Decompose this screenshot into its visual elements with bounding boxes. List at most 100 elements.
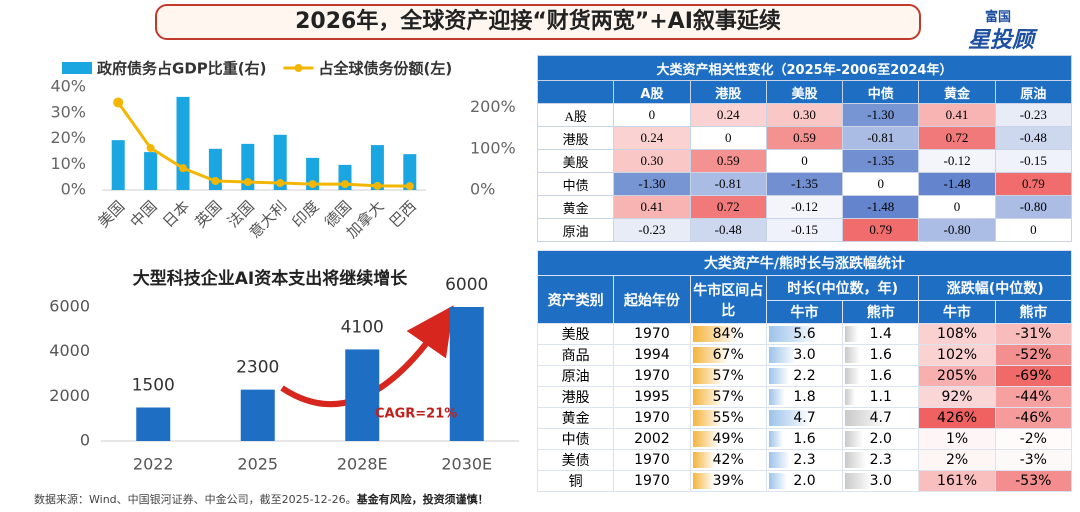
data-bar bbox=[845, 368, 860, 384]
cell-text: 92% bbox=[941, 389, 973, 405]
line-point bbox=[146, 144, 155, 153]
correlation-cell: 0.41 bbox=[613, 195, 691, 219]
correlation-cell: 0 bbox=[918, 195, 996, 219]
cell-text: 49% bbox=[712, 431, 744, 447]
column-header: 时长(中位数，年) bbox=[765, 275, 920, 301]
correlation-cell: 0 bbox=[994, 218, 1073, 242]
stat-cell: 57% bbox=[689, 386, 767, 408]
column-header: 涨跌幅(中位数) bbox=[918, 275, 1072, 301]
row-header: 美股 bbox=[536, 149, 615, 173]
row-cell: 1970 bbox=[613, 365, 691, 387]
column-header: 原油 bbox=[994, 80, 1073, 104]
table-row: 美股 0.30 0.59 0 -1.35 -0.12 -0.15 bbox=[536, 149, 1073, 173]
bar bbox=[241, 143, 255, 190]
correlation-cell: -0.81 bbox=[689, 172, 767, 196]
correlation-cell: -0.12 bbox=[765, 195, 844, 219]
line-point bbox=[276, 179, 285, 188]
x-tick-label: 2028E bbox=[337, 455, 388, 474]
stat-cell: 4.7 bbox=[765, 407, 844, 429]
legend-swatch bbox=[294, 64, 303, 72]
data-bar bbox=[845, 452, 866, 468]
cell-text: 1995 bbox=[634, 389, 670, 405]
data-bar bbox=[845, 410, 888, 426]
correlation-cell: 0.59 bbox=[765, 126, 844, 150]
y-tick-label: 40% bbox=[50, 77, 86, 96]
x-tick-label: 英国 bbox=[191, 197, 225, 231]
stat-cell: -69% bbox=[994, 365, 1073, 387]
warning: 基金有风险，投资须谨慎！ bbox=[356, 493, 489, 506]
cell-text: 161% bbox=[937, 473, 978, 489]
correlation-cell: 0.72 bbox=[689, 195, 767, 219]
cell-text: 3.0 bbox=[869, 473, 892, 489]
cell-text: 1.6 bbox=[869, 368, 892, 384]
cell-text: 5.6 bbox=[793, 326, 816, 342]
legend-swatch bbox=[62, 62, 92, 74]
stat-cell: 2.0 bbox=[842, 428, 920, 450]
table-row: 商品 1994 67% 3.0 1.6 102% -52% bbox=[536, 344, 1073, 366]
cell-text: -69% bbox=[1015, 368, 1052, 384]
stat-cell: 57% bbox=[689, 365, 767, 387]
data-bar bbox=[845, 473, 873, 489]
data-bar bbox=[845, 431, 864, 447]
header-row: A股 港股 美股 中债 黄金 原油 bbox=[536, 80, 1073, 104]
cell-text: -2% bbox=[1019, 431, 1047, 447]
correlation-cell: -0.23 bbox=[994, 103, 1073, 127]
x-tick-label: 中国 bbox=[127, 197, 161, 231]
cell-text: 55% bbox=[712, 410, 744, 426]
correlation-cell: 0.30 bbox=[613, 149, 691, 173]
row-header: 黄金 bbox=[536, 195, 615, 219]
row-cell: 原油 bbox=[536, 365, 615, 387]
y2-tick-label: 200% bbox=[470, 97, 516, 116]
stat-cell: 1.4 bbox=[842, 323, 920, 345]
data-bar bbox=[692, 452, 716, 468]
cell-text: 42% bbox=[712, 452, 744, 468]
bull-bear-table: 大类资产牛/熊时长与涨跌幅统计 资产类别 起始年份 牛市区间占比 时长(中位数，年) 涨跌… bbox=[536, 250, 1073, 492]
stat-cell: 426% bbox=[918, 407, 996, 429]
table-row: 原油 -0.23 -0.48 -0.15 0.79 -0.80 0 bbox=[536, 218, 1073, 242]
data-bar bbox=[845, 347, 860, 363]
cell-text: 2.3 bbox=[869, 452, 892, 468]
stat-cell: 42% bbox=[689, 449, 767, 471]
correlation-cell: -0.15 bbox=[765, 218, 844, 242]
data-bar bbox=[768, 473, 787, 489]
column-subheader: 牛市 bbox=[918, 300, 996, 324]
table-row: 黄金 1970 55% 4.7 4.7 426% -46% bbox=[536, 407, 1073, 429]
x-tick-label: 意大利 bbox=[246, 197, 291, 242]
x-tick-label: 2022 bbox=[133, 455, 174, 474]
cell-text: 1.6 bbox=[793, 431, 816, 447]
stat-cell: 4.7 bbox=[842, 407, 920, 429]
correlation-cell: 0 bbox=[765, 149, 844, 173]
correlation-cell: -0.80 bbox=[994, 195, 1073, 219]
bar bbox=[345, 349, 380, 441]
table-title-row: 大类资产相关性变化（2025年-2006至2024年） bbox=[537, 55, 1072, 81]
source: 数据来源：Wind、中国银河证券、中金公司，截至2025-12-26。 bbox=[34, 493, 357, 506]
x-tick-label: 美国 bbox=[94, 197, 128, 231]
stat-cell: 2.2 bbox=[765, 365, 844, 387]
annotation: CAGR=21% bbox=[375, 407, 457, 422]
value-label: 2300 bbox=[236, 358, 279, 378]
banner-title: 2026年，全球资产迎接“财货两宽”+AI叙事延续 bbox=[155, 4, 921, 40]
data-bar bbox=[768, 431, 784, 447]
data-bar bbox=[768, 347, 796, 363]
line bbox=[116, 101, 410, 188]
cell-text: -31% bbox=[1015, 326, 1052, 342]
correlation-cell: -1.35 bbox=[765, 172, 844, 196]
row-cell: 1994 bbox=[613, 344, 691, 366]
row-cell: 1970 bbox=[613, 449, 691, 471]
stat-cell: 55% bbox=[689, 407, 767, 429]
value-label: 6000 bbox=[445, 275, 488, 295]
column-header: 港股 bbox=[689, 80, 767, 104]
correlation-cell: 0 bbox=[689, 126, 767, 150]
cell-text: 商品 bbox=[561, 348, 590, 364]
cell-text: 57% bbox=[712, 368, 744, 384]
data-bar bbox=[692, 368, 724, 384]
correlation-cell: -0.48 bbox=[689, 218, 767, 242]
stat-cell: 2.0 bbox=[765, 470, 844, 492]
cell-text: 4.7 bbox=[869, 410, 892, 426]
cell-text: 102% bbox=[937, 347, 978, 363]
correlation-cell: -0.81 bbox=[842, 126, 920, 150]
stat-cell: 1.1 bbox=[842, 386, 920, 408]
table-row: 原油 1970 57% 2.2 1.6 205% -69% bbox=[536, 365, 1073, 387]
x-tick-label: 2030E bbox=[441, 455, 492, 474]
stat-cell: 3.0 bbox=[765, 344, 844, 366]
